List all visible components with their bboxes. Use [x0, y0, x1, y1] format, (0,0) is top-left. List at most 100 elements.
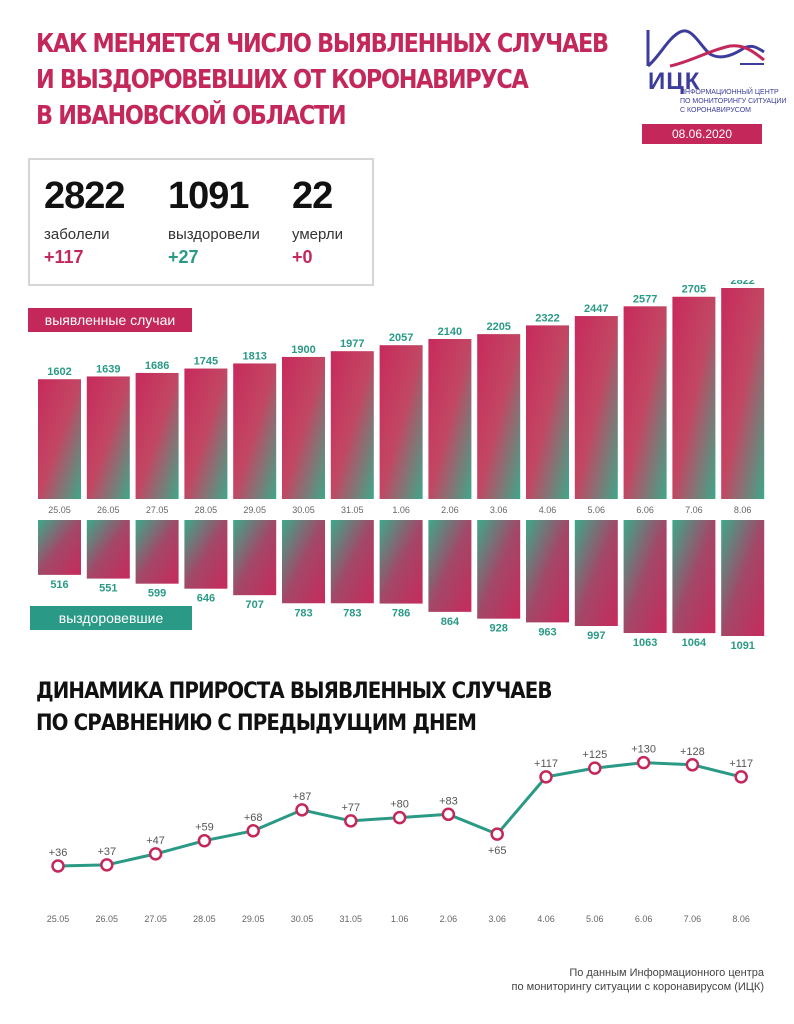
- logo-subtitle-line: с коронавирусом: [680, 107, 751, 114]
- recovered-bar: [623, 520, 667, 634]
- recovered-bar: [574, 520, 618, 627]
- recovered-value-label: 783: [343, 607, 361, 619]
- stat-infected: 2822 заболели +117: [44, 174, 126, 268]
- growth-category-label: 27.05: [144, 914, 167, 924]
- recovered-value-label: 928: [490, 623, 508, 635]
- recovered-bar: [526, 520, 569, 623]
- growth-category-label: 29.05: [242, 914, 265, 924]
- cases-bar: [184, 368, 228, 499]
- growth-category-label: 5.06: [586, 914, 604, 924]
- growth-value-label: +117: [534, 758, 558, 770]
- title-line: в Ивановской области: [36, 101, 347, 131]
- growth-point: [588, 761, 602, 775]
- summary-box: 2822 заболели +117 1091 выздоровели +27 …: [28, 158, 374, 286]
- cases-value-label: 1813: [242, 350, 266, 362]
- category-label: 28.05: [195, 505, 218, 515]
- cases-bar: [477, 334, 521, 499]
- recovered-bar: [282, 520, 325, 604]
- cases-bar: [623, 306, 667, 499]
- growth-value-label: +36: [49, 847, 68, 859]
- growth-value-label: +130: [631, 744, 656, 756]
- recovered-bar: [184, 520, 228, 589]
- growth-value-label: +125: [582, 749, 607, 761]
- date-badge: 08.06.2020: [642, 124, 762, 144]
- recovered-value-label: 1091: [730, 640, 754, 652]
- cases-value-label: 2447: [584, 303, 608, 315]
- recovered-value-label: 1064: [682, 637, 707, 649]
- stat-delta: +27: [168, 247, 199, 267]
- legend-recovered-badge: [30, 606, 192, 630]
- category-label: 26.05: [97, 505, 120, 515]
- recovered-bar: [233, 520, 277, 596]
- recovered-value-label: 599: [148, 588, 166, 600]
- recovered-value-label: 963: [538, 626, 556, 638]
- category-label: 6.06: [636, 505, 654, 515]
- growth-category-label: 1.06: [391, 914, 409, 924]
- growth-point: [734, 770, 748, 784]
- growth-category-label: 26.05: [96, 914, 119, 924]
- cases-bar: [526, 325, 569, 499]
- recovered-value-label: 646: [197, 593, 215, 605]
- recovered-bar: [477, 520, 521, 619]
- icc-logo-icon: [646, 29, 765, 68]
- growth-category-label: 30.05: [291, 914, 314, 924]
- growth-point: [51, 859, 65, 873]
- cases-bar: [721, 288, 765, 499]
- cases-value-label: 2140: [438, 326, 462, 338]
- growth-point: [441, 807, 456, 822]
- growth-value-label: +77: [341, 802, 360, 814]
- cases-bar: [86, 376, 130, 499]
- recovered-value-label: 1063: [633, 637, 657, 649]
- growth-value-label: +59: [195, 822, 214, 834]
- cases-bar: [672, 296, 716, 499]
- recovered-value-label: 551: [99, 583, 117, 595]
- category-label: 31.05: [341, 505, 364, 515]
- growth-category-label: 25.05: [47, 914, 70, 924]
- logo-subtitle: Информационный центр по мониторингу ситу…: [680, 88, 786, 115]
- category-label: 29.05: [243, 505, 266, 515]
- cases-bar: [38, 379, 81, 499]
- category-label: 7.06: [685, 505, 703, 515]
- growth-value-label: +128: [680, 746, 705, 758]
- stat-delta: +117: [44, 247, 84, 267]
- growth-category-label: 8.06: [732, 914, 750, 924]
- growth-value-label: +83: [439, 795, 458, 807]
- recovered-value-label: 997: [587, 630, 605, 642]
- growth-point: [490, 827, 504, 841]
- growth-title-line: Динамика прироста выявленных случаев: [36, 679, 552, 704]
- growth-category-label: 2.06: [440, 914, 458, 924]
- growth-point: [636, 755, 651, 770]
- category-label: 8.06: [734, 505, 752, 515]
- cases-value-label: 2205: [486, 321, 510, 333]
- stat-label: умерли: [292, 226, 343, 243]
- cases-value-label: 1686: [145, 360, 169, 372]
- growth-point: [100, 858, 114, 872]
- title-line: и выздоровевших от коронавируса: [36, 65, 529, 95]
- cases-value-label: 2577: [633, 293, 657, 305]
- category-label: 25.05: [48, 505, 71, 515]
- cases-value-label: 2057: [389, 332, 413, 344]
- source-note: По данным Информационного центра по мони…: [512, 966, 764, 994]
- category-label: 27.05: [146, 505, 169, 515]
- legend-cases-badge: [28, 308, 192, 332]
- logo-name: ИЦК: [648, 68, 701, 95]
- growth-category-label: 6.06: [635, 914, 653, 924]
- stat-recovered: 1091 выздоровели +27: [168, 174, 260, 268]
- growth-value-label: +68: [244, 812, 263, 824]
- source-line: По данным Информационного центра: [569, 967, 764, 979]
- growth-chart-title: Динамика прироста выявленных случаев по …: [36, 676, 552, 740]
- cases-bar: [282, 356, 325, 499]
- title-line: Как меняется число выявленных случаев: [36, 29, 609, 59]
- cases-bar: [379, 345, 423, 499]
- growth-category-label: 7.06: [684, 914, 702, 924]
- daily-growth-line-chart: +36 25.05 +37 26.05 +47 27.05 +59 28.05 +68 29.05…: [47, 744, 753, 924]
- recovered-bar: [86, 520, 130, 579]
- recovered-bar: [330, 520, 374, 604]
- stat-value: 1091: [168, 175, 250, 217]
- recovered-bar: [672, 520, 716, 634]
- category-label: 1.06: [392, 505, 410, 515]
- growth-point: [246, 824, 260, 838]
- recovered-bar: [135, 520, 179, 584]
- growth-point: [685, 758, 700, 772]
- cases-value-label: 1745: [194, 356, 218, 368]
